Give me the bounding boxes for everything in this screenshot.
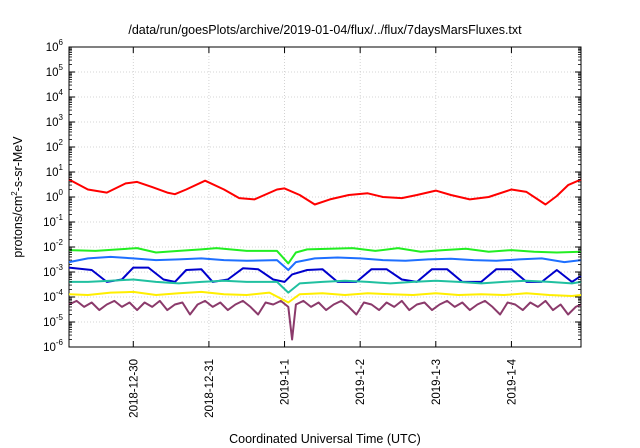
y-tick-base: 10 [46,192,59,204]
series-line-4 [68,266,582,283]
series-line-6 [68,290,582,304]
y-tick-label: 10-5 [43,313,63,329]
y-tick-exponent: -6 [56,338,64,347]
x-ticks: 2018-12-30 2018-12-31 2019-1-1 2019-1-2 2019… [128,47,518,418]
y-tick-exponent: -2 [56,238,64,247]
y-tick-label: 10-1 [43,213,63,229]
x-tick-label: 2019-1-1 [280,359,292,405]
y-tick-base: 10 [46,167,59,179]
x-tick-label: 2018-12-31 [204,359,216,418]
y-tick-base: 10 [43,342,56,354]
y-tick-label: 10-2 [43,238,63,254]
y-tick-base: 10 [46,117,59,129]
y-tick-exponent: 6 [59,38,64,47]
y-tick-label: 104 [46,88,64,104]
y-tick-exponent: -3 [56,263,64,272]
chart-title: /data/run/goesPlots/archive/2019-01-04/f… [128,23,522,37]
y-tick-base: 10 [46,67,59,79]
x-tick-label: 2019-1-4 [506,358,518,405]
y-axis-label-sup: 2 [10,191,19,196]
y-tick-base: 10 [46,92,59,104]
y-tick-exponent: -1 [56,213,64,222]
series-line-1 [68,178,582,206]
x-tick-label: 2018-12-30 [128,359,140,418]
y-tick-exponent: 5 [59,63,64,72]
y-tick-label: 10-6 [43,338,63,354]
series-line-7 [68,299,582,341]
y-tick-base: 10 [43,217,56,229]
y-tick-label: 10-3 [43,263,63,279]
y-tick-base: 10 [43,242,56,254]
y-tick-label: 10-4 [43,288,63,304]
y-tick-label: 106 [46,38,64,54]
x-axis-label: Coordinated Universal Time (UTC) [229,432,421,446]
y-tick-exponent: 1 [59,163,64,172]
y-axis-label: protons/cm2-s-sr-MeV [10,136,25,258]
y-tick-label: 103 [46,113,64,129]
series-layer [68,178,582,341]
y-tick-label: 102 [46,138,64,154]
series-line-3 [68,255,582,271]
y-tick-exponent: 4 [59,88,64,97]
y-tick-exponent: 0 [59,188,64,197]
y-tick-base: 10 [46,42,59,54]
y-tick-label: 101 [46,163,64,179]
y-tick-exponent: -5 [56,313,64,322]
series-line-2 [68,247,582,265]
x-tick-label: 2019-1-2 [355,359,367,405]
y-tick-base: 10 [43,317,56,329]
plot-area: 10-610-510-410-310-210-11001011021031041… [43,38,582,418]
y-axis-label-main: protons/cm [11,196,25,258]
y-tick-exponent: 3 [59,113,64,122]
y-tick-label: 105 [46,63,64,79]
x-tick-label: 2019-1-3 [431,359,443,405]
series-line-5 [69,278,582,294]
y-ticks: 10-610-510-410-310-210-11001011021031041… [43,38,581,354]
y-tick-base: 10 [43,292,56,304]
y-tick-base: 10 [46,142,59,154]
y-axis-label-rest: -s-sr-MeV [11,136,25,192]
y-tick-base: 10 [43,267,56,279]
y-tick-label: 100 [46,188,64,204]
grid [69,47,581,347]
y-tick-exponent: 2 [59,138,64,147]
y-tick-exponent: -4 [56,288,64,297]
